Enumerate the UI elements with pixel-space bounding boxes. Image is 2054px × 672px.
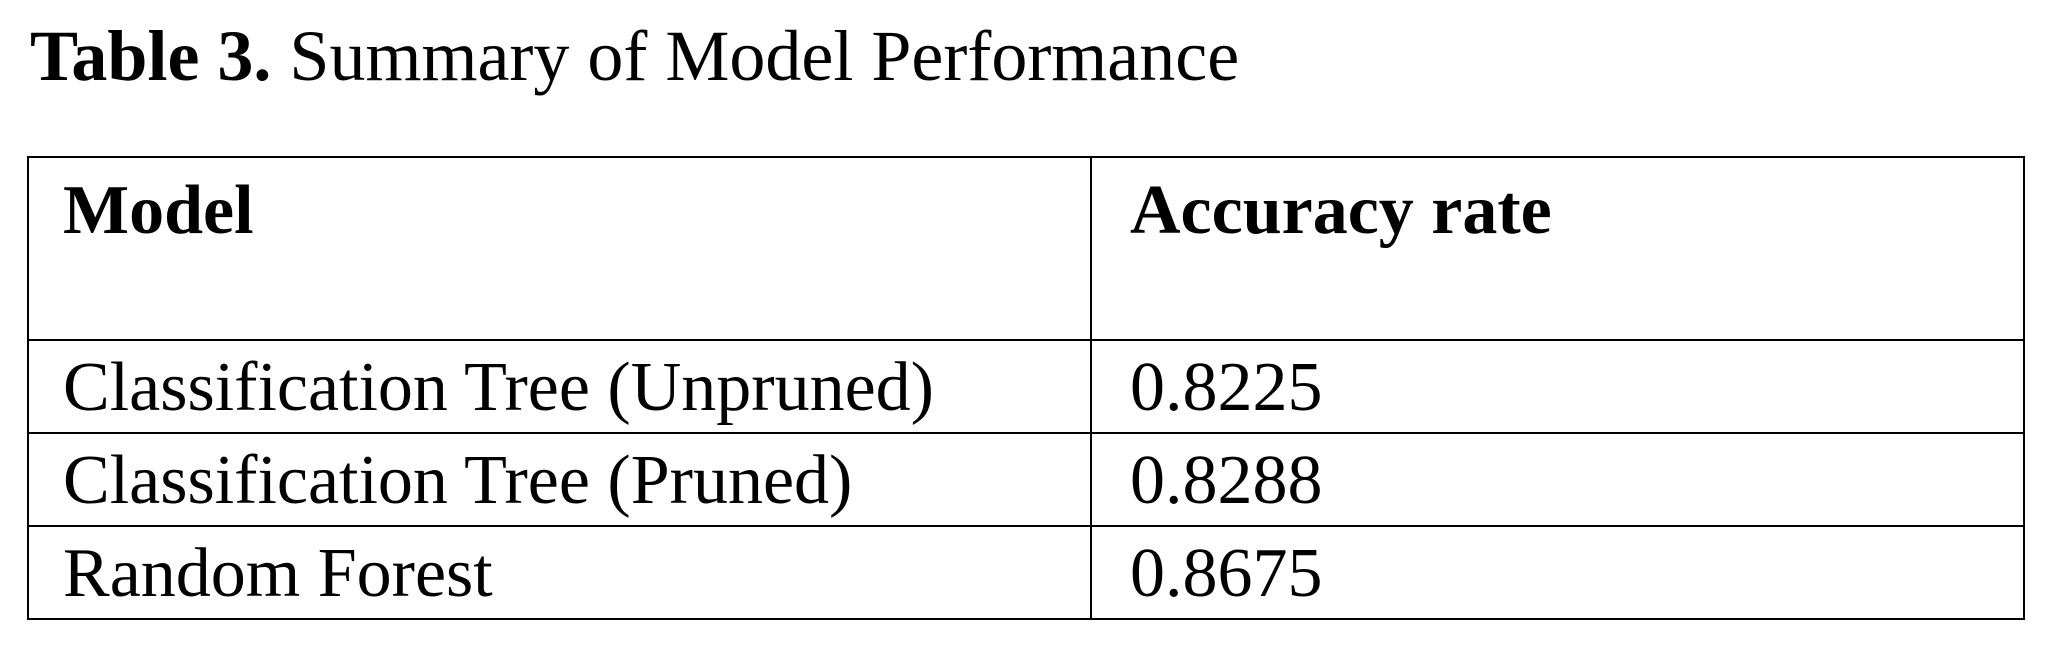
accuracy-cell: 0.8675 [1090, 525, 2025, 620]
table-caption: Table 3. Summary of Model Performance [30, 14, 1239, 98]
accuracy-cell: 0.8225 [1090, 339, 2025, 434]
model-name-cell: Random Forest [27, 525, 1092, 620]
table-row: Random Forest 0.8675 [27, 525, 2025, 620]
model-name-cell: Classification Tree (Unpruned) [27, 339, 1092, 434]
header-accuracy-rate: Accuracy rate [1090, 156, 2025, 341]
model-performance-table: Model Accuracy rate Classification Tree … [27, 156, 2025, 620]
header-model: Model [27, 156, 1092, 341]
table-row: Classification Tree (Pruned) 0.8288 [27, 432, 2025, 527]
table-title: Summary of Model Performance [289, 16, 1240, 96]
table-row: Classification Tree (Unpruned) 0.8225 [27, 339, 2025, 434]
accuracy-cell: 0.8288 [1090, 432, 2025, 527]
model-name-cell: Classification Tree (Pruned) [27, 432, 1092, 527]
table-number: Table 3. [30, 16, 272, 96]
header-row: Model Accuracy rate [27, 156, 2025, 341]
